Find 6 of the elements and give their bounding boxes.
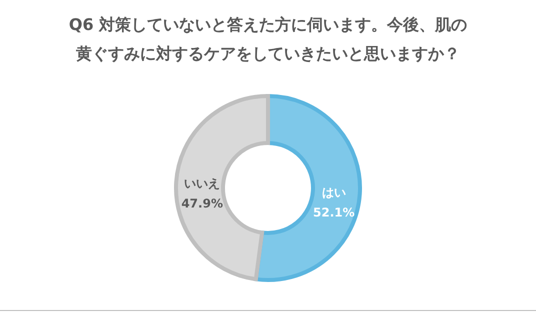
data-label: 47.9% bbox=[181, 196, 223, 211]
donut-slice bbox=[174, 94, 270, 282]
data-label: 52.1% bbox=[313, 205, 355, 220]
slice-label: いいえ bbox=[184, 176, 220, 191]
chart-title: Q6 対策していないと答えた方に伺います。今後、肌の黄ぐすみに対するケアをしていきたいと思いますか？ bbox=[68, 14, 468, 65]
slice-label: はい bbox=[322, 185, 346, 200]
